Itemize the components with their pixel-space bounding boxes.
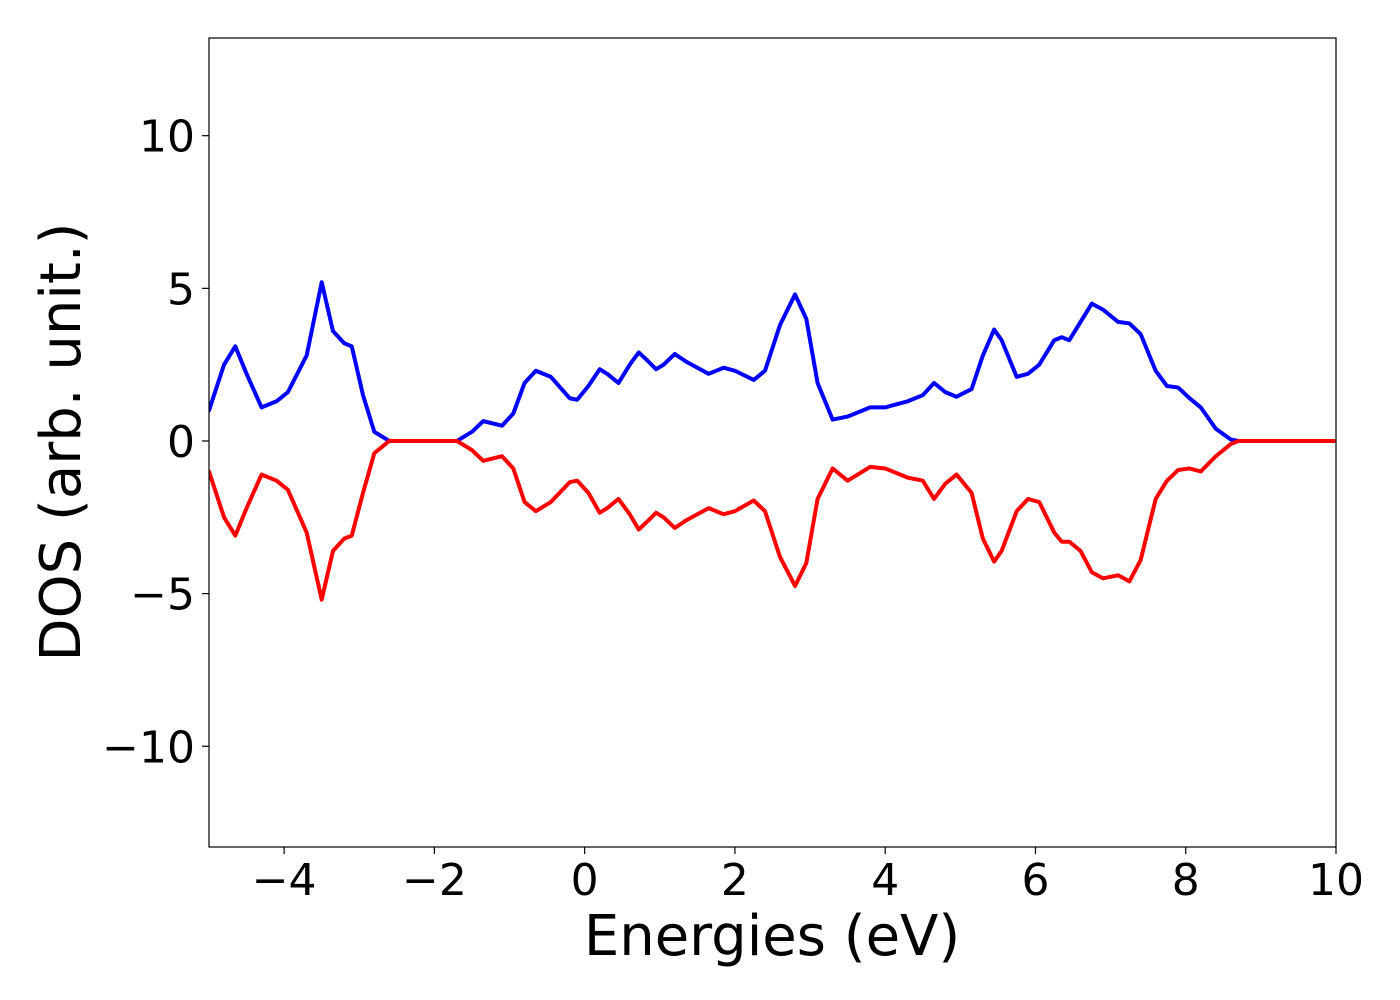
y-tick-label: 5	[167, 264, 195, 315]
series-line	[209, 438, 1336, 602]
plot-area	[209, 280, 1336, 602]
plot-frame	[208, 37, 1337, 848]
x-tick-label: 8	[1172, 855, 1200, 906]
x-tick-label: 6	[1021, 855, 1049, 906]
x-tick-label: 4	[871, 855, 899, 906]
y-tick-label: 10	[139, 112, 195, 163]
x-axis-label: Energies (eV)	[584, 904, 960, 969]
x-tick-label: 10	[1308, 855, 1364, 906]
x-tick-label: −4	[252, 855, 317, 906]
y-tick-label: −5	[130, 570, 195, 621]
series-line	[209, 280, 1336, 443]
x-tick-label: 2	[721, 855, 749, 906]
x-tick-label: −2	[402, 855, 467, 906]
y-tick-label: 0	[167, 417, 195, 468]
y-axis-label: DOS (arb. unit.)	[29, 222, 94, 661]
x-tick-label: 0	[571, 855, 599, 906]
y-tick-label: −10	[102, 722, 195, 773]
